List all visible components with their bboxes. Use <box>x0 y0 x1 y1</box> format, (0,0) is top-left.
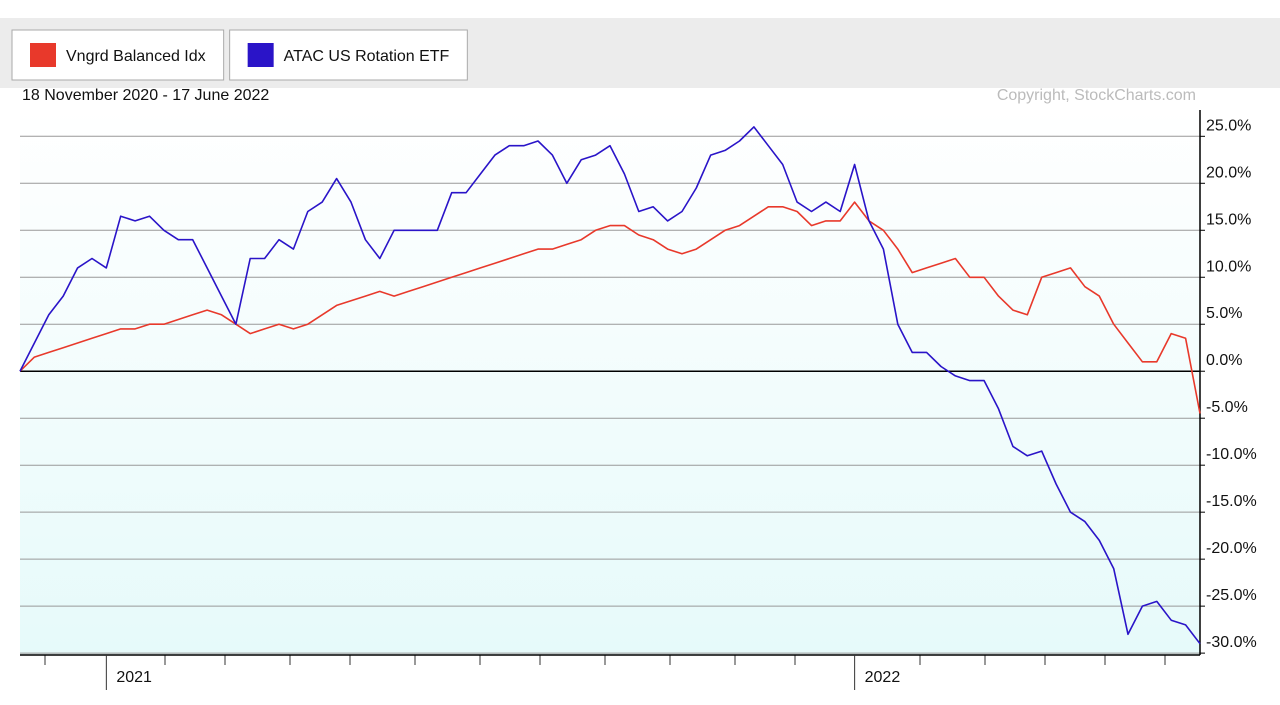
y-tick-label: -10.0% <box>1206 446 1257 463</box>
legend: Vngrd Balanced Idx ATAC US Rotation ETF <box>11 29 468 81</box>
y-tick-label: -5.0% <box>1206 399 1248 416</box>
legend-swatch <box>30 43 56 67</box>
y-tick-label: 10.0% <box>1206 258 1251 275</box>
y-tick-label: 5.0% <box>1206 305 1242 322</box>
series-line <box>19 201 1201 414</box>
series-line <box>19 126 1201 645</box>
copyright: Copyright, StockCharts.com <box>997 87 1196 104</box>
legend-label: ATAC US Rotation ETF <box>284 48 450 65</box>
chart-title: 18 November 2020 - 17 June 2022 <box>22 87 269 104</box>
y-tick-label: 20.0% <box>1206 164 1251 181</box>
x-tick-label: 2022 <box>865 669 901 686</box>
y-tick-label: 25.0% <box>1206 117 1251 134</box>
legend-item: ATAC US Rotation ETF <box>229 29 468 81</box>
y-tick-label: -25.0% <box>1206 587 1257 604</box>
y-tick-label: 0.0% <box>1206 352 1242 369</box>
legend-label: Vngrd Balanced Idx <box>66 48 206 65</box>
x-tick-label: 2021 <box>116 669 152 686</box>
y-tick-label: -20.0% <box>1206 540 1257 557</box>
plot-area <box>20 110 1200 655</box>
legend-swatch <box>247 43 274 67</box>
y-tick-label: -30.0% <box>1206 634 1257 651</box>
y-tick-label: -15.0% <box>1206 493 1257 510</box>
legend-item: Vngrd Balanced Idx <box>11 29 225 81</box>
month-ticks <box>44 655 1166 665</box>
y-tick-label: 15.0% <box>1206 211 1251 228</box>
